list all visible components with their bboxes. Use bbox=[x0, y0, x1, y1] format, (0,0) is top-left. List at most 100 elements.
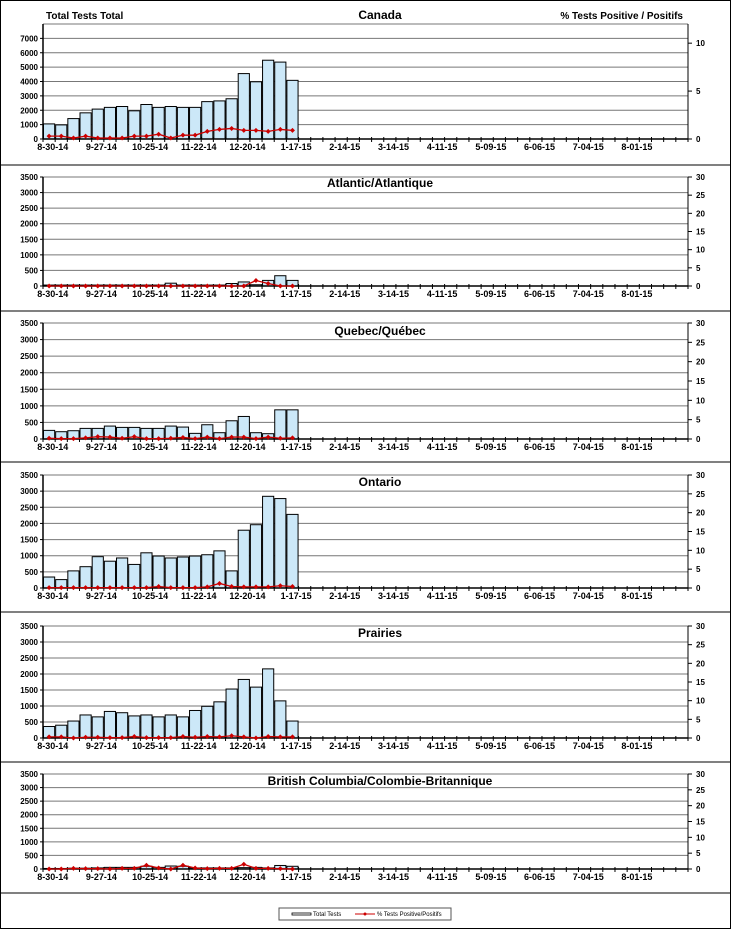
panel-1-pct-positive-point bbox=[289, 127, 295, 133]
panel-4-x-tick-label: 8-01-15 bbox=[621, 591, 652, 601]
panel-1-pct-positive-point bbox=[180, 132, 186, 138]
panel-2-y-tick-label: 2500 bbox=[20, 204, 38, 213]
panel-4-y2-tick-label: 30 bbox=[696, 471, 705, 480]
panel-3-y-tick-label: 1500 bbox=[20, 385, 38, 394]
panel-5-y-tick-label: 0 bbox=[34, 734, 39, 743]
panel-1-x-tick-label: 2-14-15 bbox=[329, 142, 360, 152]
panel-2-y2-tick-label: 10 bbox=[696, 246, 705, 255]
panel-5-pct-positive-point bbox=[192, 734, 198, 740]
panel-4-x-tick-label: 10-25-14 bbox=[132, 591, 168, 601]
panel-5-pct-positive-point bbox=[216, 734, 222, 740]
panel-4-bar bbox=[262, 495, 275, 589]
panel-1-pct-positive-point bbox=[119, 135, 125, 141]
panel-3-pct-positive-point bbox=[156, 436, 162, 442]
panel-1-bar bbox=[116, 106, 129, 140]
panel-3-y2-tick-label: 15 bbox=[696, 377, 705, 386]
panel-3-pct-positive-point bbox=[46, 435, 52, 441]
panel-3-x-tick-label: 4-11-15 bbox=[427, 442, 458, 452]
legend-bar-label: Total Tests bbox=[313, 912, 341, 918]
panel-1-pct-positive-point bbox=[95, 135, 101, 141]
panel-5-bar bbox=[213, 701, 226, 739]
panel-4-bar bbox=[189, 555, 202, 589]
panel-6-y-tick-label: 1000 bbox=[20, 838, 38, 847]
panel-1-x-tick-label: 1-17-15 bbox=[281, 142, 312, 152]
panel-5-y-tick-label: 3500 bbox=[20, 622, 38, 631]
panel-6-x-tick-label: 5-09-15 bbox=[475, 872, 506, 882]
panel-4-y-tick-label: 3000 bbox=[20, 487, 38, 496]
panel-5-y2-tick-label: 20 bbox=[696, 659, 705, 668]
panel-2-y2-tick-label: 5 bbox=[696, 264, 701, 273]
panel-4-bar bbox=[164, 557, 177, 589]
panel-2-pct-positive-point bbox=[131, 283, 137, 289]
panel-6-pct-positive-point bbox=[204, 866, 210, 872]
panel-5-pct-positive-point bbox=[95, 734, 101, 740]
panel-6-x-tick-label: 8-01-15 bbox=[621, 872, 652, 882]
panel-1-y-tick-label: 0 bbox=[34, 135, 39, 144]
panel-4-x-tick-label: 7-04-15 bbox=[573, 591, 604, 601]
panel-4-y-tick-label: 1500 bbox=[20, 536, 38, 545]
panel-1-pct-positive-point bbox=[143, 133, 149, 139]
panel-1-pct-positive-point bbox=[58, 133, 64, 139]
panel-3-bar bbox=[286, 409, 299, 440]
panel-4-pct-positive-point bbox=[119, 585, 125, 591]
panel-4-y-tick-label: 500 bbox=[25, 568, 39, 577]
panel-2-pct-positive-point bbox=[289, 283, 295, 289]
panel-3-pct-positive-point bbox=[265, 434, 271, 440]
panel-4-y-tick-label: 2000 bbox=[20, 519, 38, 528]
panel-6-x-tick-label: 4-11-15 bbox=[427, 872, 458, 882]
panel-4-bar bbox=[103, 560, 117, 589]
panel-6-y2-tick-label: 20 bbox=[696, 802, 705, 811]
panel-2-x-tick-label: 4-11-15 bbox=[427, 289, 458, 299]
panel-1-pct-positive-point bbox=[156, 131, 162, 137]
panel-2-pct-positive-point bbox=[265, 280, 271, 286]
panel-1-pct-positive-point bbox=[241, 127, 247, 133]
panel-2-pct-positive-point bbox=[83, 283, 89, 289]
panel-1-pct-positive-point bbox=[192, 132, 198, 138]
panel-6-x-tick-label: 10-25-14 bbox=[132, 872, 168, 882]
panel-5-pct-positive-point bbox=[180, 734, 186, 740]
panel-5-x-tick-label: 8-30-14 bbox=[37, 741, 68, 751]
panel-2-x-tick-label: 8-30-14 bbox=[37, 289, 68, 299]
panel-4-pct-positive-point bbox=[70, 585, 76, 591]
panel-4-y2-tick-label: 20 bbox=[696, 509, 705, 518]
panel-2-x-tick-label: 3-14-15 bbox=[378, 289, 409, 299]
panel-4-pct-positive-point bbox=[131, 585, 137, 591]
panel-3-y-tick-label: 3000 bbox=[20, 336, 38, 345]
panel-3-x-tick-label: 2-14-15 bbox=[329, 442, 360, 452]
panel-5-pct-positive-point bbox=[168, 735, 174, 741]
panel-5-x-tick-label: 8-01-15 bbox=[621, 741, 652, 751]
panel-6-x-tick-label: 6-06-15 bbox=[524, 872, 555, 882]
panel-4-pct-positive-point bbox=[289, 583, 295, 589]
panel-3-bar bbox=[274, 409, 287, 440]
panel-5-x-tick-label: 1-17-15 bbox=[281, 741, 312, 751]
panel-6-y2-tick-label: 10 bbox=[696, 833, 705, 842]
panel-6-pct-positive-point bbox=[265, 865, 271, 871]
panel-5-bar bbox=[67, 720, 80, 739]
panel-5-x-tick-label: 10-25-14 bbox=[132, 741, 168, 751]
panel-1-pct-positive-point bbox=[46, 133, 52, 139]
panel-2-x-tick-label: 7-04-15 bbox=[573, 289, 604, 299]
panel-5-pct-positive-point bbox=[229, 733, 235, 739]
panel-4-pct-positive-point bbox=[229, 583, 235, 589]
panel-2-y2-tick-label: 0 bbox=[696, 282, 701, 291]
panel-4-pct-positive-point bbox=[95, 585, 101, 591]
panel-4-x-tick-label: 8-30-14 bbox=[37, 591, 68, 601]
panel-5-pct-positive-point bbox=[289, 734, 295, 740]
panel-4-pct-positive-point bbox=[83, 585, 89, 591]
panel-5-bar bbox=[201, 705, 214, 739]
panel-3-x-tick-label: 1-17-15 bbox=[281, 442, 312, 452]
panel-6-y2-tick-label: 25 bbox=[696, 786, 705, 795]
panel-5-x-tick-label: 3-14-15 bbox=[378, 741, 409, 751]
legend-line-label: % Tests Positive/Positifs bbox=[377, 912, 442, 918]
panel-6-y2-tick-label: 30 bbox=[696, 770, 705, 779]
panel-1-x-tick-label: 8-30-14 bbox=[37, 142, 68, 152]
panel-6-x-tick-label: 1-17-15 bbox=[281, 872, 312, 882]
panel-3-pct-positive-point bbox=[119, 435, 125, 441]
panel-5-pct-positive-point bbox=[277, 734, 283, 740]
panel-5-y2-tick-label: 5 bbox=[696, 715, 701, 724]
panel-4-y2-tick-label: 5 bbox=[696, 565, 701, 574]
panel-3-pct-positive-point bbox=[289, 435, 295, 441]
panel-5-bar bbox=[79, 714, 92, 739]
panel-4-pct-positive-point bbox=[216, 580, 222, 586]
